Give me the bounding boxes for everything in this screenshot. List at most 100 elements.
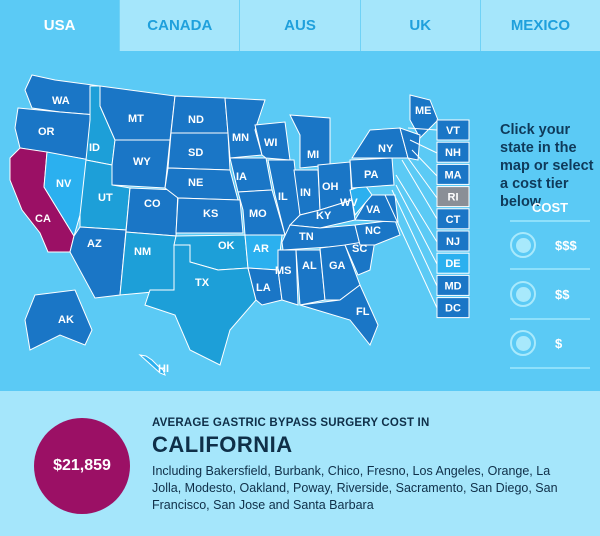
tab-mexico[interactable]: MEXICO (479, 0, 600, 51)
label-ga: GA (329, 260, 346, 272)
label-ms: MS (275, 265, 292, 277)
label-hi: HI (158, 363, 169, 375)
state-box-label: RI (448, 192, 459, 204)
label-ok: OK (218, 240, 235, 252)
state-wy[interactable] (111, 139, 171, 189)
label-va: VA (366, 204, 381, 216)
tier-mid-label: $$ (555, 286, 570, 302)
tier-divider (510, 367, 590, 369)
state-box-label: DE (445, 258, 460, 270)
state-box-label: VT (446, 125, 460, 137)
state-box-dc[interactable]: DC (436, 297, 470, 319)
state-hi[interactable] (138, 354, 166, 376)
label-al: AL (302, 260, 317, 272)
tier-low[interactable]: $ (510, 328, 590, 358)
tier-low-label: $ (555, 335, 563, 351)
small-state-boxes: VT NH MA RI CT NJ DE MD DC (436, 119, 470, 319)
state-box-label: MD (444, 280, 461, 292)
label-ut: UT (98, 192, 113, 204)
cost-heading: COST (531, 200, 569, 215)
state-box-ct[interactable]: CT (436, 208, 470, 230)
city-list: Including Bakersfield, Burbank, Chico, F… (152, 464, 558, 512)
state-box-label: NJ (446, 236, 460, 248)
label-wa: WA (52, 95, 70, 107)
label-ak: AK (58, 314, 74, 326)
label-wi: WI (264, 137, 277, 149)
radio-icon[interactable] (510, 281, 536, 307)
cost-divider (510, 220, 590, 222)
label-la: LA (256, 282, 271, 294)
state-box-nh[interactable]: NH (436, 141, 470, 163)
label-il: IL (278, 191, 288, 203)
state-mi[interactable] (289, 114, 331, 169)
info-heading: AVERAGE GASTRIC BYPASS SURGERY COST IN (152, 417, 430, 429)
tier-divider (510, 318, 590, 320)
label-me: ME (415, 105, 432, 117)
state-nm[interactable] (119, 231, 177, 296)
state-box-md[interactable]: MD (436, 274, 470, 296)
leader-lines (384, 127, 438, 309)
tab-usa[interactable]: USA (0, 0, 120, 51)
label-mi: MI (307, 149, 319, 161)
label-pa: PA (364, 169, 379, 181)
label-in: IN (300, 187, 311, 199)
radio-icon[interactable] (510, 232, 536, 258)
label-ny: NY (378, 143, 394, 155)
radio-icon[interactable] (510, 330, 536, 356)
state-pa[interactable] (349, 157, 395, 189)
state-box-label: MA (444, 169, 461, 181)
label-az: AZ (87, 238, 102, 250)
label-fl: FL (356, 306, 370, 318)
state-wi[interactable] (254, 121, 291, 161)
tab-canada[interactable]: CANADA (119, 0, 240, 51)
label-ca: CA (35, 213, 51, 225)
cost-info-panel: $21,859 AVERAGE GASTRIC BYPASS SURGERY C… (0, 391, 600, 536)
state-box-ma[interactable]: MA (436, 163, 470, 185)
tier-mid[interactable]: $$ (510, 279, 590, 309)
label-nd: ND (188, 114, 204, 126)
tier-high[interactable]: $$$ (510, 230, 590, 260)
label-id: ID (89, 142, 100, 154)
label-ar: AR (253, 243, 269, 255)
state-tx[interactable] (144, 244, 257, 366)
state-ms[interactable] (277, 249, 299, 306)
state-box-nj[interactable]: NJ (436, 230, 470, 252)
tab-uk[interactable]: UK (359, 0, 480, 51)
label-ia: IA (236, 171, 247, 183)
us-map-area: VT NH MA RI CT NJ DE MD DC WA OR CA NV ID MT WY … (0, 51, 600, 391)
label-sd: SD (188, 147, 203, 159)
label-nv: NV (56, 178, 72, 190)
label-tx: TX (195, 277, 210, 289)
tier-high-label: $$$ (555, 237, 577, 253)
state-ks[interactable] (175, 197, 244, 234)
price-badge: $21,859 (34, 418, 130, 514)
instructions: Click your state in the map or select a … (500, 121, 595, 211)
state-nv[interactable] (43, 151, 91, 238)
label-ky: KY (316, 210, 332, 222)
state-name: CALIFORNIA (152, 432, 293, 457)
instruction-text: Click your state in the map or select a … (500, 122, 594, 210)
state-box-label: DC (445, 303, 461, 315)
state-co[interactable] (125, 187, 179, 237)
tab-aus[interactable]: AUS (239, 0, 360, 51)
state-box-vt[interactable]: VT (436, 119, 470, 141)
tier-divider (510, 268, 590, 270)
label-mn: MN (232, 132, 249, 144)
state-box-de[interactable]: DE (436, 252, 470, 274)
state-box-label: NH (445, 147, 461, 159)
label-mt: MT (128, 113, 144, 125)
label-ne: NE (188, 177, 203, 189)
label-nc: NC (365, 225, 381, 237)
state-ne-small[interactable] (399, 127, 421, 161)
state-fl[interactable] (299, 284, 379, 346)
label-oh: OH (322, 181, 339, 193)
state-box-ri[interactable]: RI (436, 186, 470, 208)
state-la[interactable] (247, 267, 283, 306)
label-mo: MO (249, 208, 267, 220)
state-ak[interactable] (24, 289, 93, 351)
country-tabs: USA CANADA AUS UK MEXICO (0, 0, 600, 51)
label-wv: WV (340, 197, 358, 209)
label-wy: WY (133, 156, 151, 168)
state-az[interactable] (69, 226, 127, 299)
